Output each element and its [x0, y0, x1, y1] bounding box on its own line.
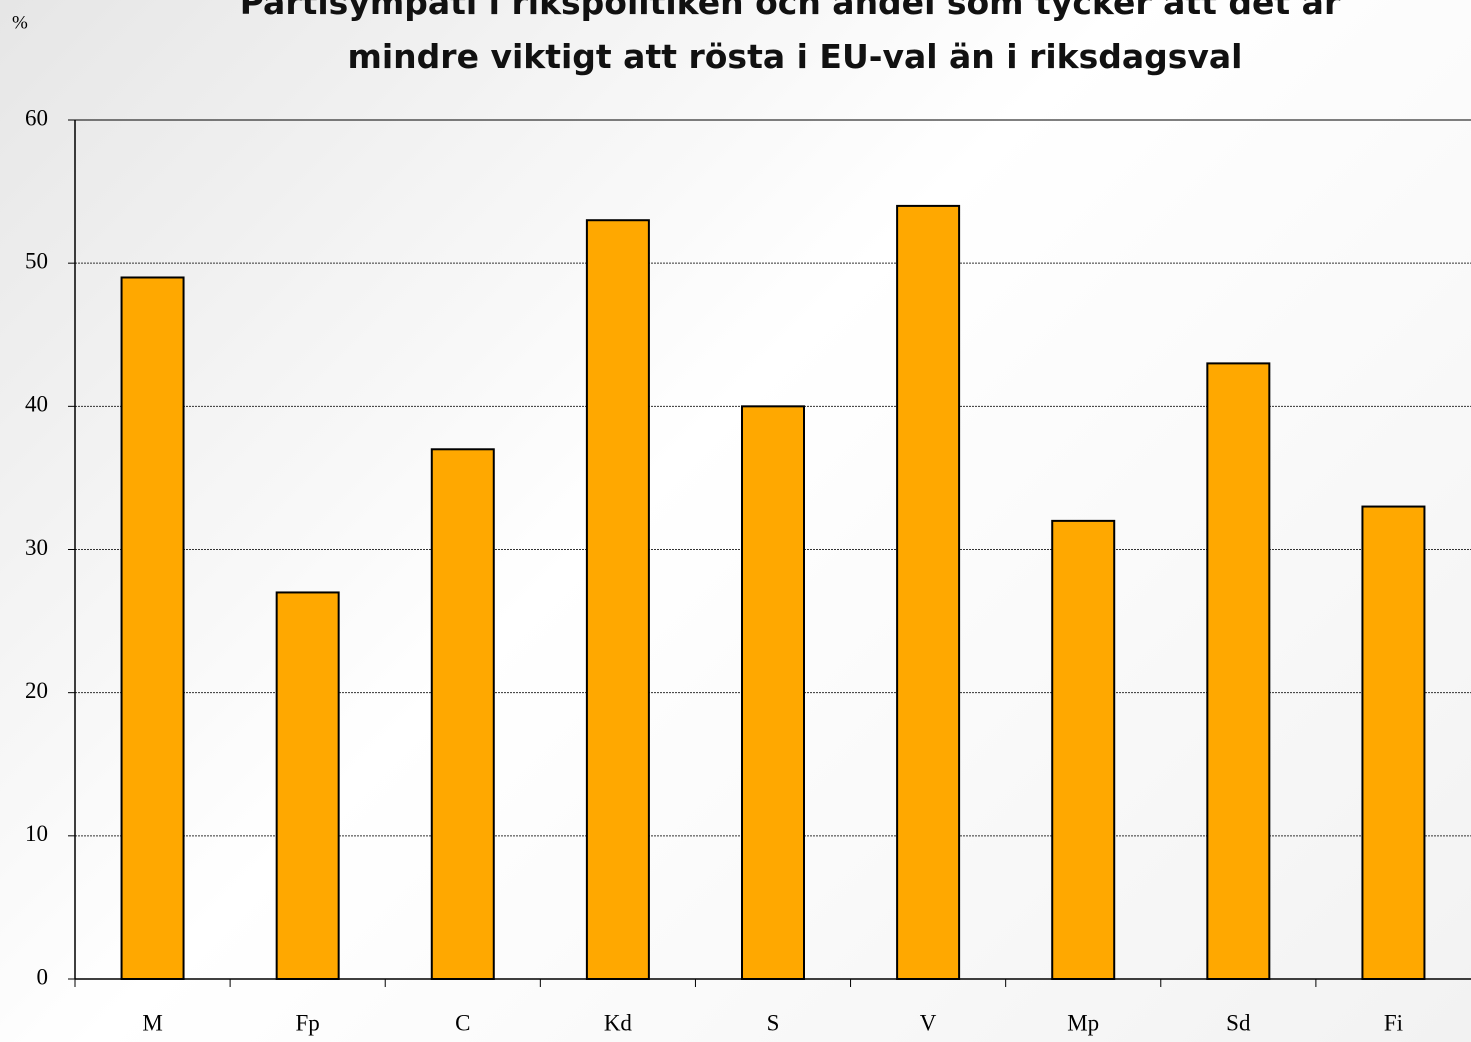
- bar: [1051, 519, 1116, 980]
- bar: [1206, 362, 1271, 980]
- x-tick-label: Kd: [604, 1010, 633, 1035]
- x-tick-label: M: [142, 1010, 162, 1035]
- y-tick-label: 50: [25, 248, 48, 273]
- y-tick-label: 20: [25, 678, 48, 703]
- bar: [741, 405, 805, 981]
- bar: [585, 219, 650, 980]
- y-tick-label: 30: [25, 535, 48, 560]
- x-tick-label: Sd: [1226, 1010, 1251, 1035]
- bar: [430, 448, 495, 980]
- bar: [120, 276, 185, 980]
- x-tick-label: C: [455, 1010, 470, 1035]
- x-tick-label: Fp: [296, 1010, 320, 1035]
- x-tick-label: S: [767, 1010, 780, 1035]
- y-axis-label: %: [12, 12, 28, 33]
- x-tick-label: Mp: [1067, 1010, 1099, 1035]
- y-tick-label: 10: [25, 821, 48, 846]
- y-tick-label: 0: [37, 964, 49, 989]
- chart-title: Partisympati i rikspolitiken och andel s…: [240, 0, 1341, 22]
- y-tick-label: 40: [25, 392, 48, 417]
- x-tick-label: V: [920, 1010, 937, 1035]
- bar: [1361, 505, 1426, 980]
- bar: [896, 204, 961, 980]
- y-tick-label: 60: [25, 105, 48, 130]
- chart-title: mindre viktigt att rösta i EU-val än i r…: [347, 37, 1242, 76]
- x-tick-label: Fi: [1384, 1010, 1403, 1035]
- bar: [275, 591, 340, 980]
